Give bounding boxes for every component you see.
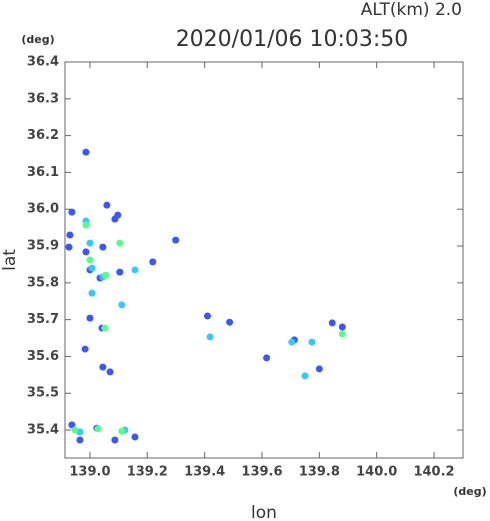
y-tick-label: 35.5 [27,386,59,401]
y-tick-label: 36.4 [27,55,59,70]
echo-point [101,324,109,332]
x-tick-label: 139.6 [241,465,282,480]
echo-point [118,427,126,435]
echo-point [301,372,309,380]
altitude-label: ALT(km) 2.0 [361,0,462,20]
echo-point [338,323,346,331]
echo-point [86,256,94,264]
x-tick-label: 139.2 [127,465,168,480]
echo-point [68,421,76,429]
y-tick-label: 35.6 [27,349,59,364]
y-unit: (deg) [21,33,54,46]
echo-point [131,266,139,274]
echo-point [66,231,74,239]
echo-point [94,425,102,433]
y-tick-label: 36.2 [27,128,59,143]
y-tick-label: 36.3 [27,91,59,106]
echo-point [99,363,107,371]
echo-point [328,319,336,327]
x-tick-label: 140.2 [413,465,454,480]
x-tick-label: 139.8 [299,465,340,480]
y-tick-label: 36.0 [27,202,59,217]
echo-point [263,354,271,362]
echo-point [116,268,124,276]
x-tick-label: 140.0 [356,465,397,480]
y-tick-label: 36.1 [27,165,59,180]
echo-point [111,436,119,444]
echo-point [86,314,94,322]
echo-point [338,330,346,338]
echo-point [172,236,180,244]
echo-point [88,264,96,272]
echo-point [76,436,84,444]
y-tick-label: 35.9 [27,239,59,254]
echo-point [226,318,234,326]
echo-point [116,239,124,247]
y-tick-label: 35.7 [27,312,59,327]
echo-point [103,201,111,209]
echo-point [118,301,126,309]
plot-frame [64,61,464,459]
x-axis-label: lon [251,503,277,521]
echo-point [308,338,316,346]
y-axis-label: lat [0,249,20,271]
echo-point [82,248,90,256]
y-tick-label: 35.8 [27,275,59,290]
echo-point [82,221,90,229]
chart-title: 2020/01/06 10:03:50 [176,27,409,52]
echo-point [131,433,139,441]
echo-point [88,289,96,297]
echo-point [68,208,76,216]
echo-point [149,258,157,266]
y-tick-label: 35.4 [27,423,59,438]
echo-point [81,345,89,353]
echo-point [114,211,122,219]
echo-point [86,239,94,247]
echo-point [65,243,73,251]
x-tick-label: 139.4 [184,465,225,480]
echo-point [204,312,212,320]
echo-point [288,338,296,346]
echo-point [206,333,214,341]
echo-point [106,368,114,376]
x-unit: (deg) [453,485,486,498]
echo-point [315,365,323,373]
echo-point [82,148,90,156]
echo-point [102,271,110,279]
echo-point [99,243,107,251]
echo-point [71,426,79,434]
x-tick-label: 139.0 [69,465,110,480]
